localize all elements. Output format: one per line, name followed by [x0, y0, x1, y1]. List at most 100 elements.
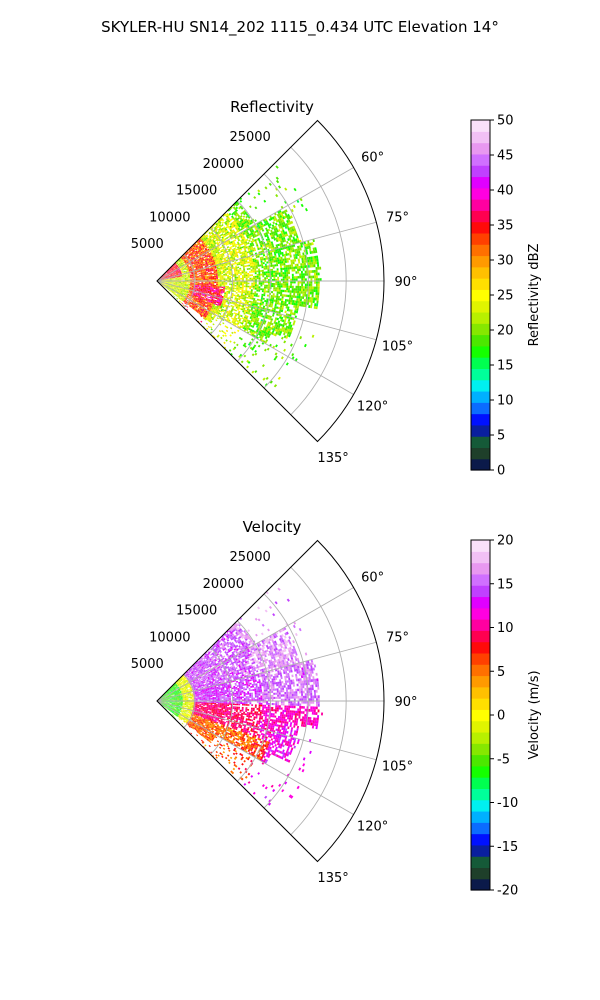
- data-gate: [223, 273, 226, 276]
- data-gate: [164, 274, 167, 276]
- data-gate: [214, 286, 216, 288]
- data-gate: [284, 276, 287, 279]
- data-gate: [283, 263, 286, 266]
- data-gate: [197, 278, 200, 280]
- data-gate: [243, 299, 246, 302]
- data-gate: [186, 260, 189, 263]
- data-gate: [175, 278, 178, 280]
- data-gate: [162, 275, 165, 277]
- data-gate: [258, 268, 260, 271]
- data-gate: [234, 282, 237, 284]
- data-gate: [186, 296, 189, 298]
- data-gate: [249, 271, 251, 273]
- data-gate: [168, 275, 171, 276]
- data-gate: [284, 260, 287, 263]
- data-gate: [241, 291, 244, 294]
- data-gate: [183, 288, 186, 290]
- data-gate: [164, 274, 166, 276]
- data-gate: [249, 274, 252, 277]
- data-gate: [163, 277, 166, 278]
- data-gate: [260, 301, 263, 304]
- data-gate: [261, 295, 264, 298]
- data-gate: [258, 288, 261, 290]
- data-gate: [244, 265, 247, 268]
- data-gate: [168, 270, 171, 272]
- data-gate: [251, 285, 253, 288]
- data-gate: [174, 290, 177, 292]
- data-gate: [167, 272, 169, 274]
- data-gate: [174, 263, 177, 266]
- data-gate: [263, 288, 266, 291]
- data-gate: [261, 293, 264, 296]
- data-gate: [169, 285, 171, 287]
- data-gate: [279, 263, 282, 266]
- data-gate: [179, 268, 182, 270]
- data-gate: [289, 294, 292, 298]
- data-gate: [195, 287, 198, 289]
- data-gate: [287, 252, 290, 256]
- data-gate: [191, 286, 194, 288]
- data-gate: [176, 290, 179, 292]
- data-gate: [181, 282, 183, 283]
- data-gate: [175, 272, 178, 274]
- data-gate: [171, 278, 174, 280]
- data-gate: [292, 295, 295, 298]
- data-gate: [190, 282, 193, 283]
- data-gate: [184, 261, 187, 264]
- data-gate: [186, 277, 189, 278]
- data-gate: [259, 302, 262, 306]
- data-gate: [189, 259, 192, 261]
- data-gate: [174, 287, 177, 289]
- data-gate: [202, 288, 205, 290]
- data-gate: [271, 256, 274, 259]
- data-gate: [260, 299, 263, 302]
- data-gate: [188, 268, 190, 270]
- data-gate: [200, 290, 203, 292]
- data-gate: [183, 297, 186, 300]
- data-gate: [176, 290, 179, 292]
- data-gate: [173, 277, 176, 279]
- data-gate: [164, 283, 166, 284]
- data-gate: [174, 287, 176, 289]
- data-gate: [185, 301, 187, 304]
- data-gate: [186, 285, 189, 286]
- data-gate: [266, 298, 269, 301]
- data-gate: [192, 307, 194, 310]
- data-gate: [272, 293, 275, 296]
- data-gate: [197, 294, 200, 296]
- data-gate: [193, 265, 195, 268]
- data-gate: [195, 279, 198, 281]
- data-gate: [228, 272, 231, 274]
- data-gate: [282, 285, 285, 288]
- data-gate: [184, 281, 187, 282]
- data-gate: [301, 283, 304, 287]
- data-gate: [243, 268, 246, 271]
- data-gate: [180, 284, 183, 286]
- data-gate: [195, 285, 198, 287]
- data-gate: [267, 284, 270, 287]
- data-gate: [286, 290, 288, 293]
- data-gate: [177, 271, 180, 273]
- data-gate: [183, 289, 186, 291]
- data-gate: [183, 266, 186, 268]
- data-gate: [191, 285, 194, 287]
- data-gate: [178, 294, 181, 297]
- data-gate: [189, 287, 192, 289]
- data-gate: [182, 285, 185, 287]
- data-gate: [202, 289, 205, 291]
- data-gate: [244, 293, 247, 296]
- data-gate: [191, 254, 194, 257]
- data-gate: [190, 277, 192, 279]
- data-gate: [260, 258, 263, 261]
- data-gate: [177, 276, 179, 278]
- data-gate: [245, 284, 248, 286]
- data-gate: [178, 259, 180, 261]
- data-gate: [189, 302, 192, 304]
- data-gate: [181, 289, 184, 291]
- data-gate: [181, 259, 183, 262]
- data-gate: [165, 284, 168, 286]
- data-gate: [167, 275, 169, 277]
- data-gate: [228, 288, 231, 290]
- data-gate: [192, 284, 194, 285]
- data-gate: [188, 282, 191, 284]
